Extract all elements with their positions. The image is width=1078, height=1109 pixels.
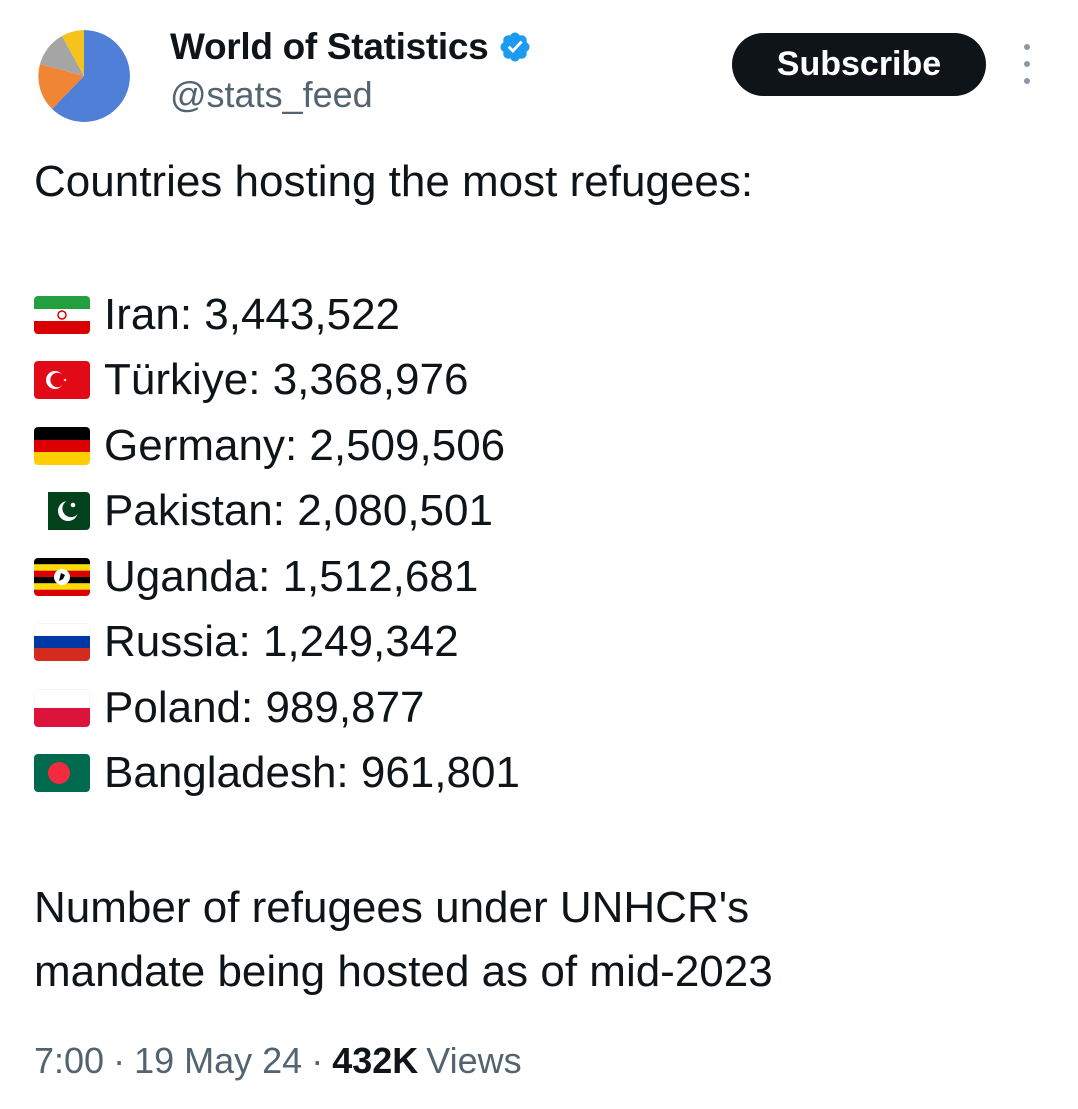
display-name[interactable]: World of Statistics — [170, 26, 489, 67]
post-date[interactable]: 19 May 24 — [134, 1040, 303, 1081]
list-item: Pakistan: 2,080,501 — [34, 479, 520, 545]
list-item-text: Poland: 989,877 — [104, 682, 425, 732]
name-row: World of Statistics — [170, 24, 532, 70]
list-item: Iran: 3,443,522 — [34, 282, 520, 348]
list-item: Türkiye: 3,368,976 — [34, 348, 520, 414]
tweet-headline: Countries hosting the most refugees: — [34, 157, 754, 206]
list-item: Poland: 989,877 — [34, 675, 520, 741]
uganda-flag-icon — [34, 557, 90, 596]
iran-flag-icon — [34, 295, 90, 334]
refugee-list: Iran: 3,443,522 Türkiye: 3,368,976 — [34, 282, 520, 806]
more-dot — [1024, 61, 1030, 67]
list-item-text: Germany: 2,509,506 — [104, 420, 506, 470]
subscribe-button[interactable]: Subscribe — [732, 33, 986, 96]
bangladesh-flag-icon — [34, 754, 90, 793]
views-count[interactable]: 432K — [332, 1040, 419, 1081]
verified-badge-icon[interactable] — [498, 30, 532, 64]
more-vertical-icon[interactable] — [1012, 44, 1042, 84]
list-item: Uganda: 1,512,681 — [34, 544, 520, 610]
tweet-meta: 7:00 · 19 May 24 · 432K Views — [34, 1040, 522, 1082]
more-dot — [1024, 78, 1030, 84]
list-item-text: Bangladesh: 961,801 — [104, 748, 520, 798]
list-item-text: Uganda: 1,512,681 — [104, 551, 479, 601]
more-dot — [1024, 44, 1030, 50]
handle[interactable]: @stats_feed — [170, 74, 373, 115]
avatar[interactable] — [38, 30, 130, 122]
views-label[interactable]: Views — [426, 1040, 522, 1081]
poland-flag-icon — [34, 688, 90, 727]
separator-dot: · — [311, 1040, 324, 1081]
list-item: Russia: 1,249,342 — [34, 610, 520, 676]
list-item: Bangladesh: 961,801 — [34, 741, 520, 807]
list-item-text: Russia: 1,249,342 — [104, 617, 459, 667]
list-item: Germany: 2,509,506 — [34, 413, 520, 479]
pakistan-flag-icon — [34, 492, 90, 531]
tweet-footnote: Number of refugees under UNHCR's mandate… — [34, 876, 773, 1004]
turkiye-flag-icon — [34, 361, 90, 400]
russia-flag-icon — [34, 623, 90, 662]
post-time[interactable]: 7:00 — [34, 1040, 105, 1081]
pie-chart-avatar-icon — [38, 30, 130, 122]
list-item-text: Türkiye: 3,368,976 — [104, 355, 469, 405]
footnote-line: Number of refugees under UNHCR's — [34, 883, 750, 932]
germany-flag-icon — [34, 426, 90, 465]
list-item-text: Pakistan: 2,080,501 — [104, 486, 493, 536]
author-block: World of Statistics @stats_feed — [170, 24, 532, 116]
separator-dot: · — [113, 1040, 126, 1081]
list-item-text: Iran: 3,443,522 — [104, 289, 401, 339]
footnote-line: mandate being hosted as of mid-2023 — [34, 947, 773, 996]
